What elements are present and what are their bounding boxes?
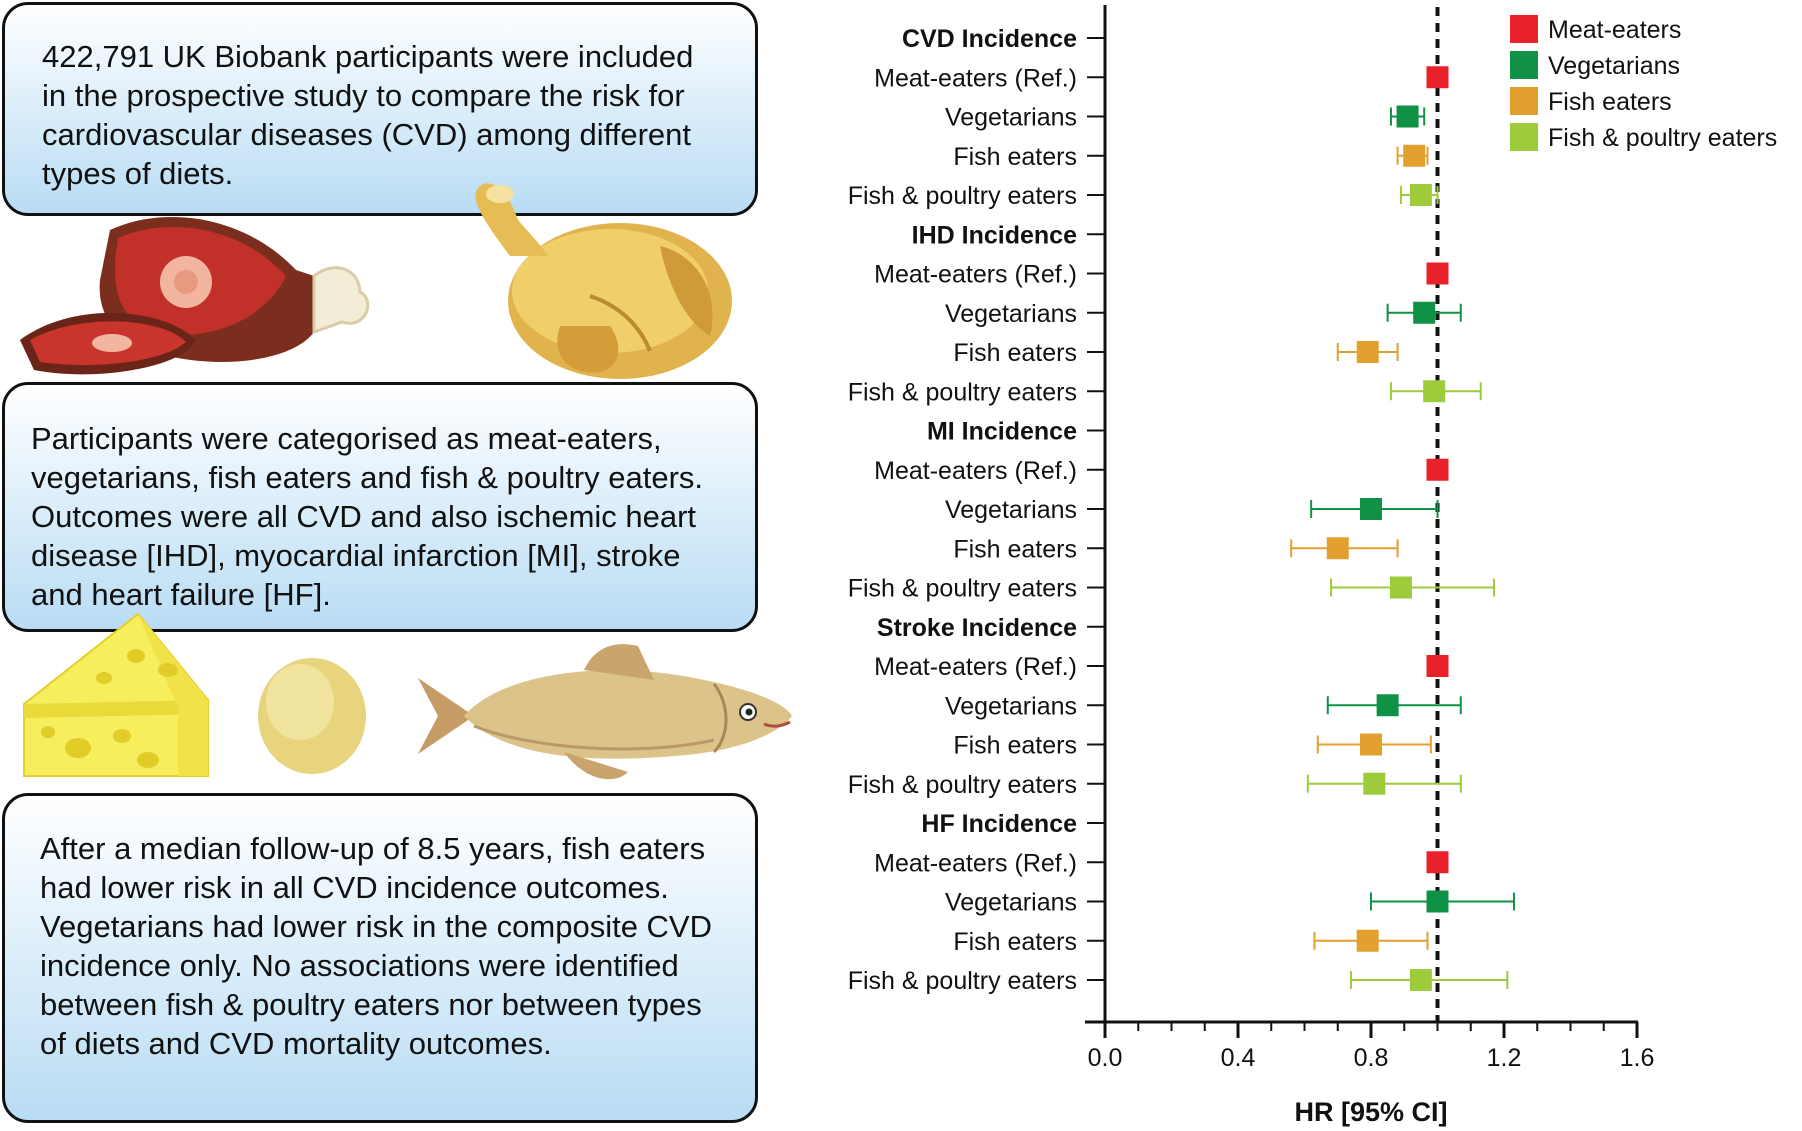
hr-point [1426, 262, 1449, 285]
result-text-box: After a median follow-up of 8.5 years, f… [2, 793, 758, 1123]
row-label: Vegetarians [945, 692, 1077, 720]
legend-swatch [1510, 87, 1538, 115]
row-label: Vegetarians [945, 300, 1077, 328]
hr-point [1360, 498, 1382, 520]
hr-point [1326, 537, 1349, 560]
row-label: Fish & poultry eaters [848, 771, 1077, 799]
row-label: Fish & poultry eaters [848, 182, 1077, 210]
cheese-icon [23, 612, 209, 777]
hr-point [1413, 301, 1436, 324]
x-tick-label: 0.8 [1354, 1044, 1389, 1072]
chart-legend: Meat-eaters Vegetarians Fish eaters Fish & … [1510, 15, 1777, 152]
legend-swatch [1510, 51, 1538, 79]
x-tick-label: 0.0 [1088, 1044, 1123, 1072]
row-label: Fish & poultry eaters [848, 967, 1077, 995]
row-label: Meat-eaters (Ref.) [874, 457, 1077, 485]
row-label: Vegetarians [945, 104, 1077, 132]
x-axis-title: HR [95% CI] [1294, 1097, 1447, 1127]
group-title: MI Incidence [927, 418, 1077, 446]
hr-point [1426, 890, 1449, 913]
chart-axes: 0.0 0.4 0.8 1.2 1.6 [1085, 5, 1654, 1072]
row-label: Meat-eaters (Ref.) [874, 849, 1077, 877]
legend-label: Meat-eaters [1548, 16, 1681, 44]
group-title: CVD Incidence [902, 25, 1077, 53]
hr-point [1426, 458, 1449, 481]
row-label: Fish & poultry eaters [848, 575, 1077, 603]
row-label: Fish eaters [953, 535, 1077, 563]
legend-label: Fish eaters [1548, 88, 1672, 116]
method-text-box: Participants were categorised as meat-ea… [2, 382, 758, 632]
row-label: Fish eaters [953, 339, 1077, 367]
group-title: HF Incidence [921, 810, 1077, 838]
row-label: Fish eaters [953, 143, 1077, 171]
hr-point [1363, 772, 1386, 795]
legend-label: Vegetarians [1548, 52, 1680, 80]
hr-point [1423, 380, 1446, 403]
x-tick-label: 1.6 [1620, 1044, 1655, 1072]
hr-point [1356, 341, 1379, 363]
hr-point [1409, 184, 1432, 206]
row-label: Fish eaters [953, 732, 1077, 760]
hr-point [1426, 655, 1449, 677]
intro-text: 422,791 UK Biobank participants were inc… [42, 39, 694, 191]
row-label: Meat-eaters (Ref.) [874, 653, 1077, 681]
forest-rows: CVD Incidence Meat-eaters (Ref.) Vegetaria… [848, 25, 1515, 995]
row-label: Meat-eaters (Ref.) [874, 261, 1077, 289]
row-label: Fish eaters [953, 928, 1077, 956]
row-label: Fish & poultry eaters [848, 378, 1077, 406]
fish-icon [418, 644, 792, 780]
egg-icon [258, 658, 366, 774]
row-label: Vegetarians [945, 496, 1077, 524]
row-label: Meat-eaters (Ref.) [874, 64, 1077, 92]
hr-point [1389, 576, 1412, 599]
hr-point [1396, 105, 1419, 128]
group-title: Stroke Incidence [877, 614, 1077, 642]
ham-icon [20, 217, 370, 375]
hr-point [1426, 66, 1449, 89]
hr-point [1409, 969, 1432, 991]
hr-point [1360, 733, 1382, 756]
hr-point [1356, 929, 1379, 952]
group-title: IHD Incidence [912, 221, 1077, 249]
legend-swatch [1510, 123, 1538, 151]
roast-chicken-icon [475, 183, 732, 379]
hr-point [1403, 144, 1426, 167]
x-tick-label: 0.4 [1221, 1044, 1256, 1072]
intro-text-box: 422,791 UK Biobank participants were inc… [2, 2, 758, 216]
legend-swatch [1510, 15, 1538, 43]
row-label: Vegetarians [945, 889, 1077, 917]
method-text: Participants were categorised as meat-ea… [31, 421, 704, 612]
x-tick-label: 1.2 [1487, 1044, 1522, 1072]
hr-point [1426, 851, 1449, 874]
hr-point [1376, 694, 1399, 717]
legend-label: Fish & poultry eaters [1548, 124, 1777, 152]
result-text: After a median follow-up of 8.5 years, f… [40, 831, 712, 1061]
